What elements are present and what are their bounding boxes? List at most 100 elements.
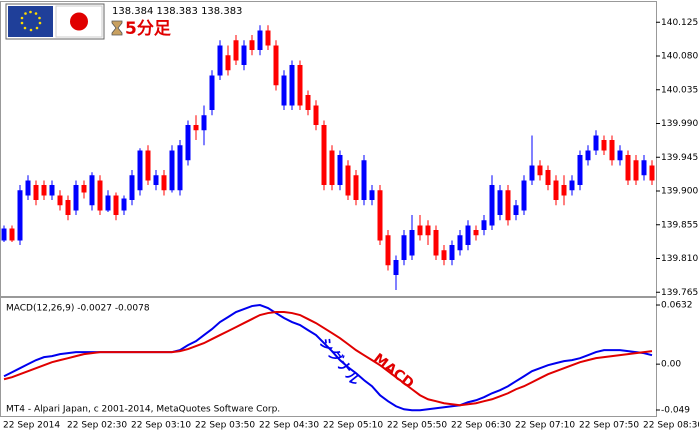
candle-body [57, 195, 63, 206]
y-tick-label: 140.035 [661, 85, 698, 95]
candle-body [513, 205, 519, 215]
candle-body [577, 155, 583, 185]
y-tick-label: 139.900 [661, 187, 698, 197]
candle-body [81, 185, 87, 193]
candle-body [457, 235, 463, 251]
header-text: 138.384 138.383 138.383 [112, 6, 242, 17]
y-tick-label: 140.080 [661, 52, 698, 62]
candle-body [601, 140, 607, 151]
candle-body [369, 190, 375, 200]
copyright: MT4 - Alpari Japan, c 2001-2014, MetaQuo… [6, 405, 280, 415]
candle-body [561, 185, 567, 196]
y-tick-label: 0.0632 [661, 301, 693, 311]
x-tick-label: 22 Sep 2014 [3, 421, 60, 431]
candle-body [361, 160, 367, 200]
candle-body [465, 225, 471, 245]
y-tick-label: 139.810 [661, 254, 698, 264]
candle-body [593, 135, 599, 151]
x-tick-label: 22 Sep 03:10 [131, 421, 191, 431]
candle-body [377, 190, 383, 241]
candle-body [497, 190, 503, 215]
candle-body [473, 230, 479, 236]
candle-body [233, 40, 239, 61]
candle-body [609, 140, 615, 161]
eu-flag [8, 6, 53, 37]
y-tick-label: 140.125 [661, 18, 698, 28]
candle-body [249, 40, 255, 50]
macd-panel [0, 297, 657, 417]
candle-body [433, 230, 439, 256]
x-tick-label: 22 Sep 08:30 [643, 421, 699, 431]
candle-body [129, 175, 135, 200]
candle-body [241, 45, 247, 65]
candle-body [201, 115, 207, 131]
candle-body [73, 185, 79, 211]
candle-body [505, 190, 511, 221]
candle-body [217, 45, 223, 76]
candle-body [449, 245, 455, 260]
candle-body [649, 165, 655, 181]
candle-body [65, 200, 71, 215]
candle-body [617, 150, 623, 161]
candle-body [177, 145, 183, 191]
candle-body [97, 180, 103, 211]
candle-body [257, 30, 263, 50]
candle-body [185, 125, 191, 161]
candle-body [321, 125, 327, 185]
candle-body [1, 228, 7, 241]
candle-body [121, 198, 127, 211]
candle-body [305, 95, 311, 110]
candle-body [113, 195, 119, 215]
macd-title: MACD(12,26,9) -0.0027 -0.0078 [6, 304, 150, 314]
y-tick-label: 139.990 [661, 119, 698, 129]
candle-body [329, 150, 335, 185]
candle-body [385, 235, 391, 266]
timeframe-label: 5分足 [125, 19, 171, 39]
candle-body [89, 175, 95, 206]
candle-body [9, 228, 15, 241]
candle-body [297, 65, 303, 106]
candle-body [17, 190, 23, 241]
candle-body [41, 185, 47, 196]
candle-body [345, 165, 351, 196]
macd-line [3, 311, 653, 407]
candle-body [225, 55, 231, 71]
candle-body [193, 125, 199, 131]
y-tick-label: 0.00 [661, 360, 681, 370]
candle-body [553, 180, 559, 200]
y-tick-label: 139.945 [661, 153, 698, 163]
candle-body [521, 180, 527, 211]
candle-body [137, 150, 143, 191]
eu-stars [20, 10, 42, 32]
x-tick-label: 22 Sep 04:30 [259, 421, 319, 431]
jp-sun [70, 12, 88, 31]
candle-body [169, 150, 175, 191]
candle-body [337, 155, 343, 185]
candle-body [569, 180, 575, 191]
candle-body [145, 150, 151, 181]
candle-body [289, 65, 295, 106]
candle-body [529, 165, 535, 181]
x-tick-label: 22 Sep 07:10 [515, 421, 575, 431]
x-tick-label: 22 Sep 05:50 [387, 421, 447, 431]
x-tick-label: 22 Sep 05:10 [323, 421, 383, 431]
price-panel [0, 1, 657, 297]
candle-body [153, 175, 159, 185]
candle-body [25, 180, 31, 196]
x-tick-label: 22 Sep 02:30 [67, 421, 127, 431]
candle-body [417, 225, 423, 236]
y-tick-label: -0.049 [661, 406, 690, 416]
candle-body [281, 75, 287, 106]
candle-body [537, 165, 543, 176]
flags [5, 3, 123, 40]
candle-body [209, 75, 215, 110]
candle-body [353, 175, 359, 200]
y-tick-label: 139.765 [661, 288, 698, 298]
candle-body [641, 160, 647, 176]
candle-body [585, 150, 591, 161]
y-tick-label: 139.855 [661, 220, 698, 230]
candle-body [273, 45, 279, 86]
candle-body [393, 260, 399, 275]
candle-body [409, 230, 415, 256]
